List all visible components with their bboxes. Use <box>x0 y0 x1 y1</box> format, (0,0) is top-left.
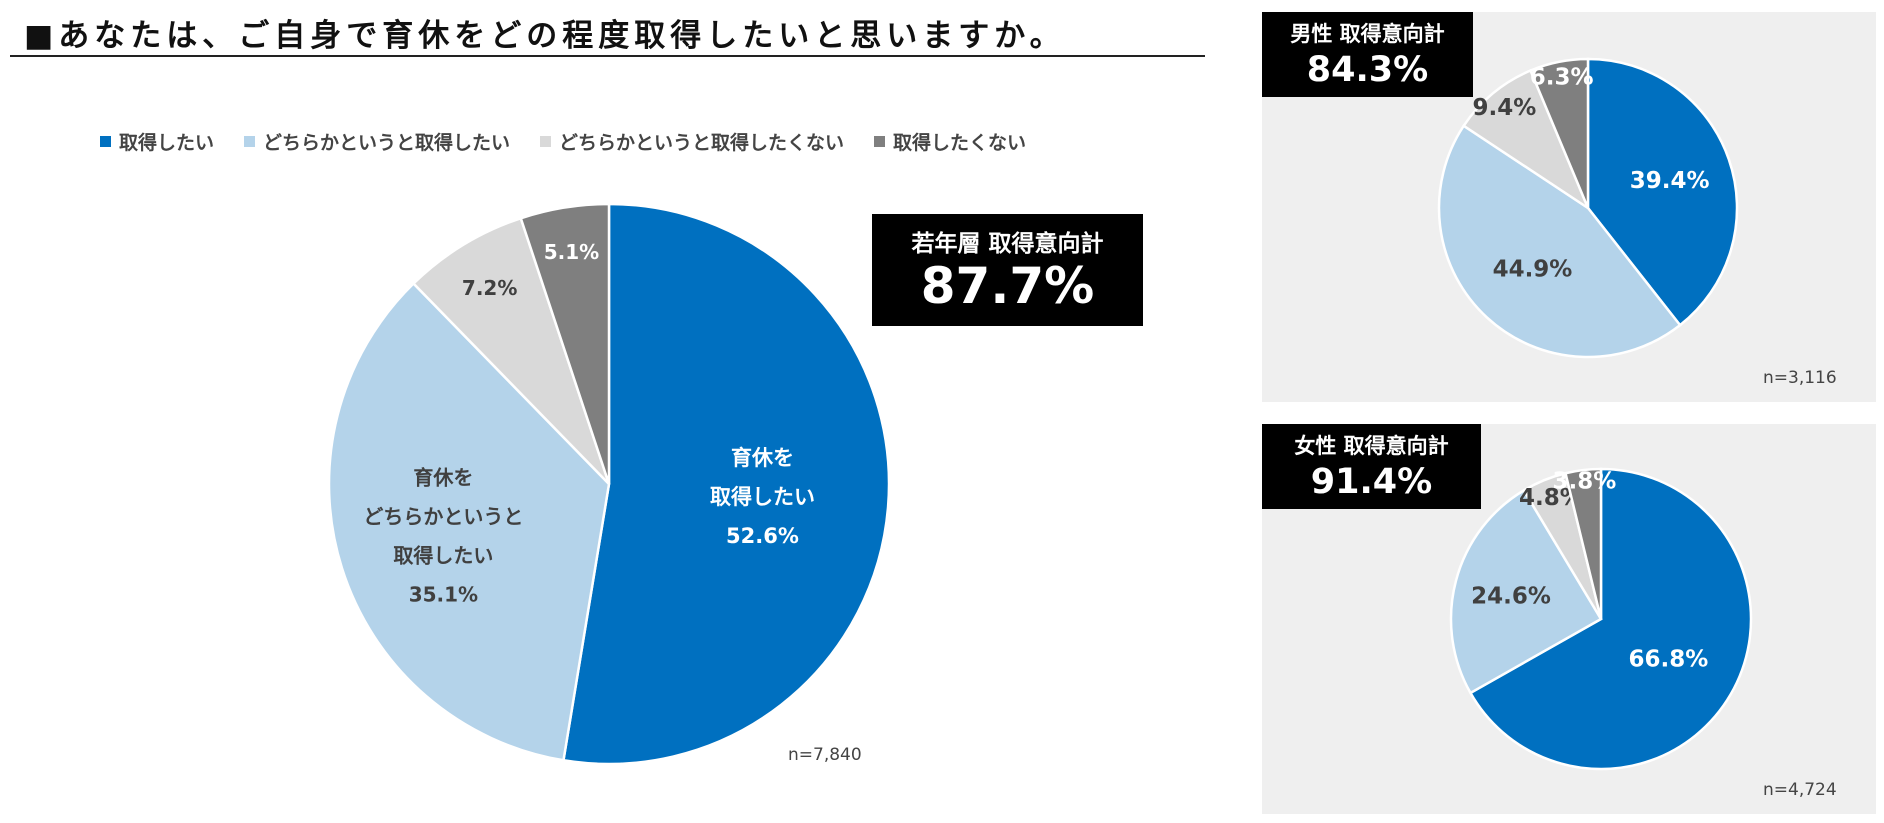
pie-label-line-young-somewhat-want: どちらかというと <box>363 505 523 529</box>
total-value-female: 91.4% <box>1310 462 1433 502</box>
total-label-female: 女性 取得意向計 <box>1294 434 1449 458</box>
legend-swatch-somewhat-not-want <box>540 136 552 147</box>
total-label-young: 若年層 取得意向計 <box>911 231 1104 257</box>
legend-label-somewhat-not-want: どちらかというと取得したくない <box>559 132 845 154</box>
sample-size-male: n=3,116 <box>1763 368 1837 388</box>
legend: 取得したい どちらかというと取得したい どちらかというと取得したくない 取得した… <box>100 128 1026 155</box>
legend-swatch-somewhat-want <box>244 136 256 147</box>
pie-slice-young-want <box>562 202 891 766</box>
pie-label-line-young-somewhat-want: 育休を <box>413 466 473 490</box>
legend-item-somewhat-want: どちらかというと取得したい <box>244 128 510 155</box>
sample-size-female: n=4,724 <box>1763 780 1837 800</box>
pie-label-line-young-want: 取得したい <box>710 485 815 509</box>
sample-size-young: n=7,840 <box>788 745 862 765</box>
pie-label-line-young-somewhat-want: 35.1% <box>409 583 478 607</box>
pie-label-line-young-somewhat-want: 取得したい <box>393 544 493 568</box>
pie-label-line-young-want: 52.6% <box>726 524 799 548</box>
legend-item-not-want: 取得したくない <box>874 128 1026 155</box>
legend-item-somewhat-not-want: どちらかというと取得したくない <box>540 128 844 155</box>
total-value-male: 84.3% <box>1306 50 1429 90</box>
total-box-female: 女性 取得意向計 91.4% <box>1262 424 1481 509</box>
pie-slice-young-somewhat-want <box>327 281 611 762</box>
legend-item-want: 取得したい <box>100 128 214 155</box>
pie-slice-young-not-want <box>519 202 611 485</box>
pie-label-young-somewhat-not-want: 7.2% <box>462 276 517 300</box>
pie-slice-young-somewhat-not-want <box>411 216 611 485</box>
legend-label-not-want: 取得したくない <box>893 132 1027 154</box>
legend-label-somewhat-want: どちらかというと取得したい <box>263 132 511 154</box>
pie-label-young-want: 育休を取得したい 52.6% <box>710 446 815 548</box>
total-value-young: 87.7% <box>920 257 1095 315</box>
legend-swatch-want <box>100 136 111 147</box>
total-label-male: 男性 取得意向計 <box>1290 22 1445 46</box>
legend-swatch-not-want <box>874 136 886 147</box>
pie-label-line-young-somewhat-not-want: 7.2% <box>462 276 517 300</box>
total-box-male: 男性 取得意向計 84.3% <box>1262 12 1473 97</box>
legend-label-want: 取得したい <box>119 132 215 154</box>
pie-label-line-young-want: 育休を <box>731 446 794 470</box>
title-underline <box>10 55 1205 57</box>
total-box-young: 若年層 取得意向計 87.7% <box>872 214 1143 326</box>
pie-label-young-not-want: 5.1% <box>544 240 599 264</box>
pie-label-young-somewhat-want: 育休をどちらかというと取得したい 35.1% <box>363 466 523 607</box>
chart-title: ■あなたは、ご自身で育休をどの程度取得したいと思いますか。 <box>24 18 1066 54</box>
pie-label-line-young-not-want: 5.1% <box>544 240 599 264</box>
